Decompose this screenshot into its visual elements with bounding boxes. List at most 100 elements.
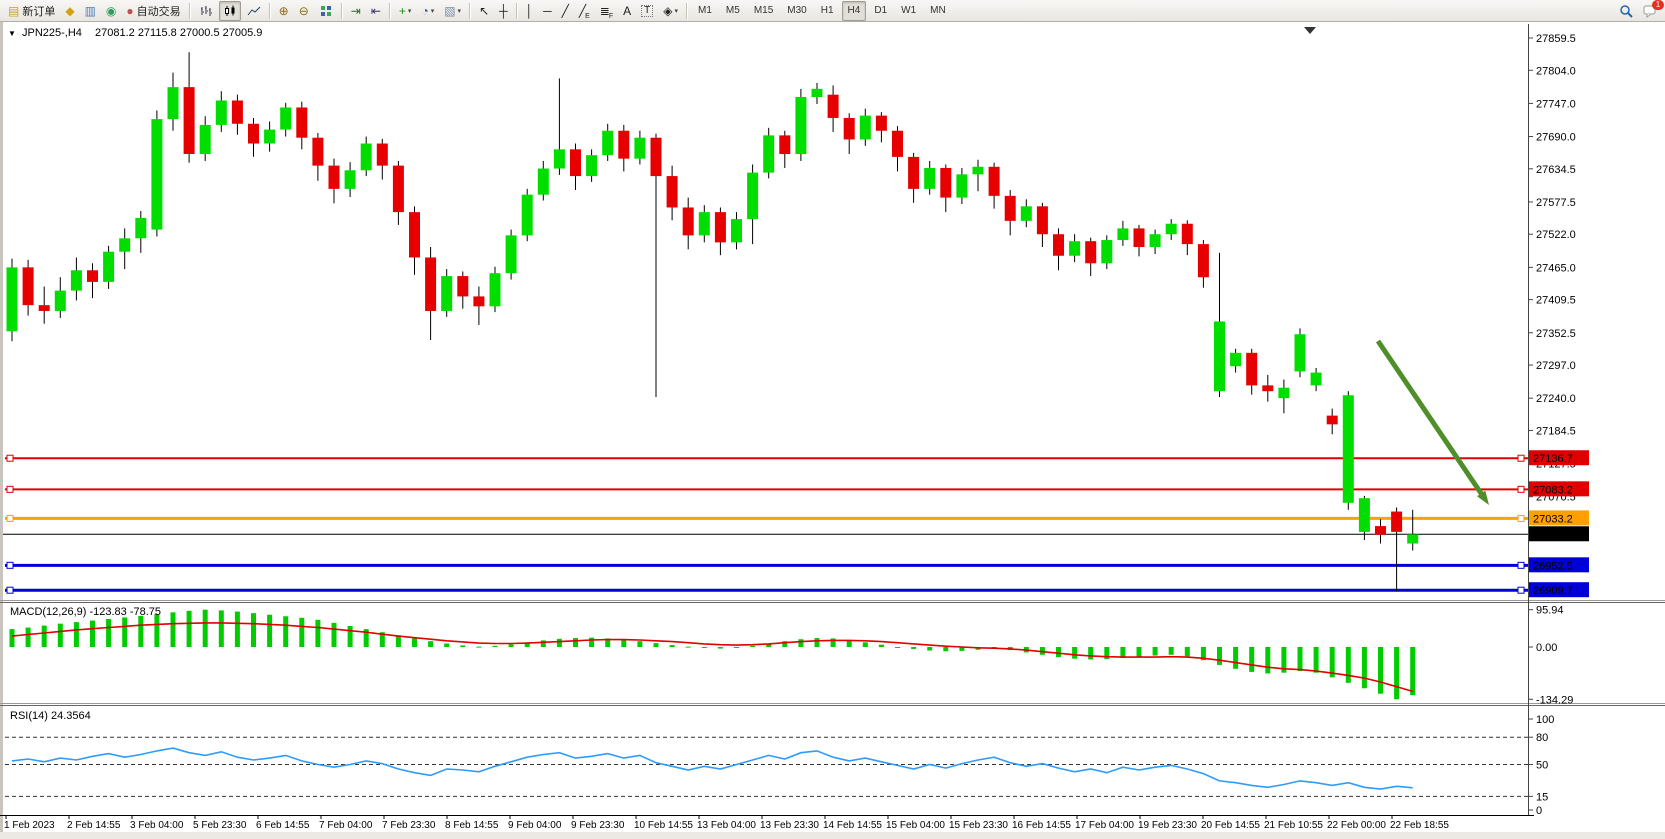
line-handle[interactable] — [1517, 485, 1525, 493]
mql-community-button[interactable]: ◆ — [61, 1, 78, 21]
macd-histogram-bar — [428, 641, 434, 647]
indicators-button[interactable]: + ▾ — [395, 1, 416, 21]
chart-canvas[interactable]: 27859.5 27804.0 27747.0 27690.0 27634.5 27577… — [0, 22, 1665, 839]
cursor-button[interactable]: ↖ — [475, 1, 493, 21]
line-handle[interactable] — [6, 454, 14, 462]
macd-histogram-bar — [138, 615, 144, 647]
vertical-line-button[interactable]: │ — [522, 1, 538, 21]
zoom-out-button[interactable]: ⊖ — [295, 1, 313, 21]
trendline-button[interactable]: ╱ — [558, 1, 573, 21]
macd-histogram-bar — [637, 641, 643, 647]
candle-body — [924, 167, 936, 189]
zoom-in-button[interactable]: ⊕ — [275, 1, 293, 21]
macd-histogram-bar — [1361, 647, 1367, 689]
macd-histogram-bar — [57, 623, 63, 647]
macd-histogram-bar — [267, 614, 273, 647]
fibonacci-button[interactable]: ≣ F — [596, 1, 617, 21]
timeframe-m30-button[interactable]: M30 — [787, 5, 807, 16]
rsi-tick-label: 0 — [1536, 805, 1542, 817]
macd-histogram-bar — [1184, 647, 1190, 657]
chart-menu-toggle[interactable]: ▼ — [8, 29, 16, 38]
horizontal-line-button[interactable]: ─ — [539, 1, 556, 21]
line-handle[interactable] — [1517, 586, 1525, 594]
line-handle[interactable] — [6, 514, 14, 522]
candle-body — [103, 251, 115, 282]
macd-histogram-bar — [1313, 647, 1319, 673]
channel-button[interactable]: ╱ E — [575, 1, 594, 21]
candle-chart-button[interactable] — [218, 0, 241, 21]
timeframe-m1-button[interactable]: M1 — [698, 5, 712, 16]
timeframe-w1-button[interactable]: W1 — [901, 5, 917, 16]
candle-body — [1262, 385, 1274, 392]
line-handle[interactable] — [6, 586, 14, 594]
line-handle[interactable] — [1517, 514, 1525, 522]
timeframe-mn-button[interactable]: MN — [930, 5, 946, 16]
line-handle[interactable] — [1517, 561, 1525, 569]
toolbar-separator — [515, 2, 518, 19]
line-handle[interactable] — [1517, 454, 1525, 462]
rsi-panel: 100 80 50 15 0 — [5, 714, 1554, 817]
time-label: 19 Feb 23:30 — [1138, 820, 1197, 831]
chart-shift-button[interactable]: ⇤ — [367, 1, 385, 21]
timeframe-d1-button[interactable]: D1 — [874, 5, 888, 16]
macd-histogram-bar — [846, 639, 852, 647]
macd-histogram-bar — [218, 610, 224, 647]
time-label: 15 Feb 23:30 — [949, 820, 1008, 831]
auto-trading-button[interactable]: ● 自动交易 — [122, 1, 184, 21]
chart-objects-layer[interactable] — [0, 339, 1528, 594]
rsi-line — [11, 747, 1413, 790]
trend-arrow-annotation[interactable] — [1375, 339, 1486, 499]
macd-histogram-bar — [1281, 647, 1287, 673]
timeframe-m15-button[interactable]: M15 — [753, 5, 774, 16]
price-badge-label: 27033.2 — [1533, 513, 1573, 525]
notifications-button[interactable]: 1 — [1639, 0, 1664, 21]
new-order-button[interactable]: ▤ 新订单 — [4, 1, 59, 21]
macd-histogram-bar — [717, 647, 723, 649]
line-handle[interactable] — [6, 485, 14, 493]
candle-body — [988, 166, 1000, 196]
price-badge-label: 27005.9 — [1533, 529, 1573, 541]
candle-body — [1101, 240, 1113, 264]
macd-histogram-bar — [878, 644, 884, 647]
tile-windows-button[interactable] — [315, 1, 337, 21]
timeframe-m5-button[interactable]: M5 — [725, 5, 740, 16]
auto-scroll-button[interactable]: ⇥ — [347, 1, 365, 21]
candle-body — [521, 194, 533, 236]
crosshair-button[interactable]: ┼ — [495, 1, 512, 21]
candle-body — [1358, 498, 1370, 532]
timeframe-h1-button[interactable]: H1 — [820, 5, 834, 16]
price-tick-label: 27634.5 — [1536, 164, 1576, 176]
chart-shift-marker[interactable] — [1304, 27, 1316, 34]
time-label: 14 Feb 14:55 — [823, 820, 882, 831]
candlestick-icon — [224, 5, 235, 16]
price-tick-label: 27297.0 — [1536, 360, 1576, 372]
arrows-button[interactable]: ◈ ▾ — [659, 1, 682, 21]
macd-histogram-bar — [315, 619, 321, 647]
search-button[interactable] — [1615, 1, 1637, 21]
candle-body — [779, 135, 791, 154]
timeframe-h4-button[interactable]: H4 — [841, 0, 867, 21]
macd-histogram-bar — [1378, 647, 1383, 694]
price-tick-label: 27184.5 — [1536, 425, 1576, 437]
market-watch-button[interactable]: ▥ — [81, 1, 100, 21]
text-label-button[interactable]: T — [637, 1, 657, 21]
periods-button[interactable]: ◔ ▾ — [417, 1, 438, 21]
price-badge-label: 27136.7 — [1533, 453, 1573, 465]
signals-button[interactable]: ◉ — [102, 1, 120, 21]
bar-chart-button[interactable] — [195, 1, 217, 21]
candle-body — [1165, 223, 1177, 235]
toolbar-separator — [340, 2, 343, 19]
text-button[interactable]: A — [619, 1, 635, 21]
rsi-tick-label: 80 — [1536, 732, 1548, 744]
macd-histogram-bar — [750, 645, 756, 647]
macd-histogram-bar — [106, 618, 112, 647]
candle-body — [54, 290, 66, 311]
macd-histogram-bar — [1056, 647, 1061, 658]
line-chart-button[interactable] — [243, 1, 265, 21]
candle-body — [795, 97, 807, 154]
candle-body — [1342, 395, 1354, 503]
candle-body — [1117, 228, 1129, 241]
templates-button[interactable]: ▧ ▾ — [440, 1, 465, 21]
line-handle[interactable] — [6, 561, 14, 569]
price-tick-label: 27409.5 — [1536, 295, 1576, 307]
